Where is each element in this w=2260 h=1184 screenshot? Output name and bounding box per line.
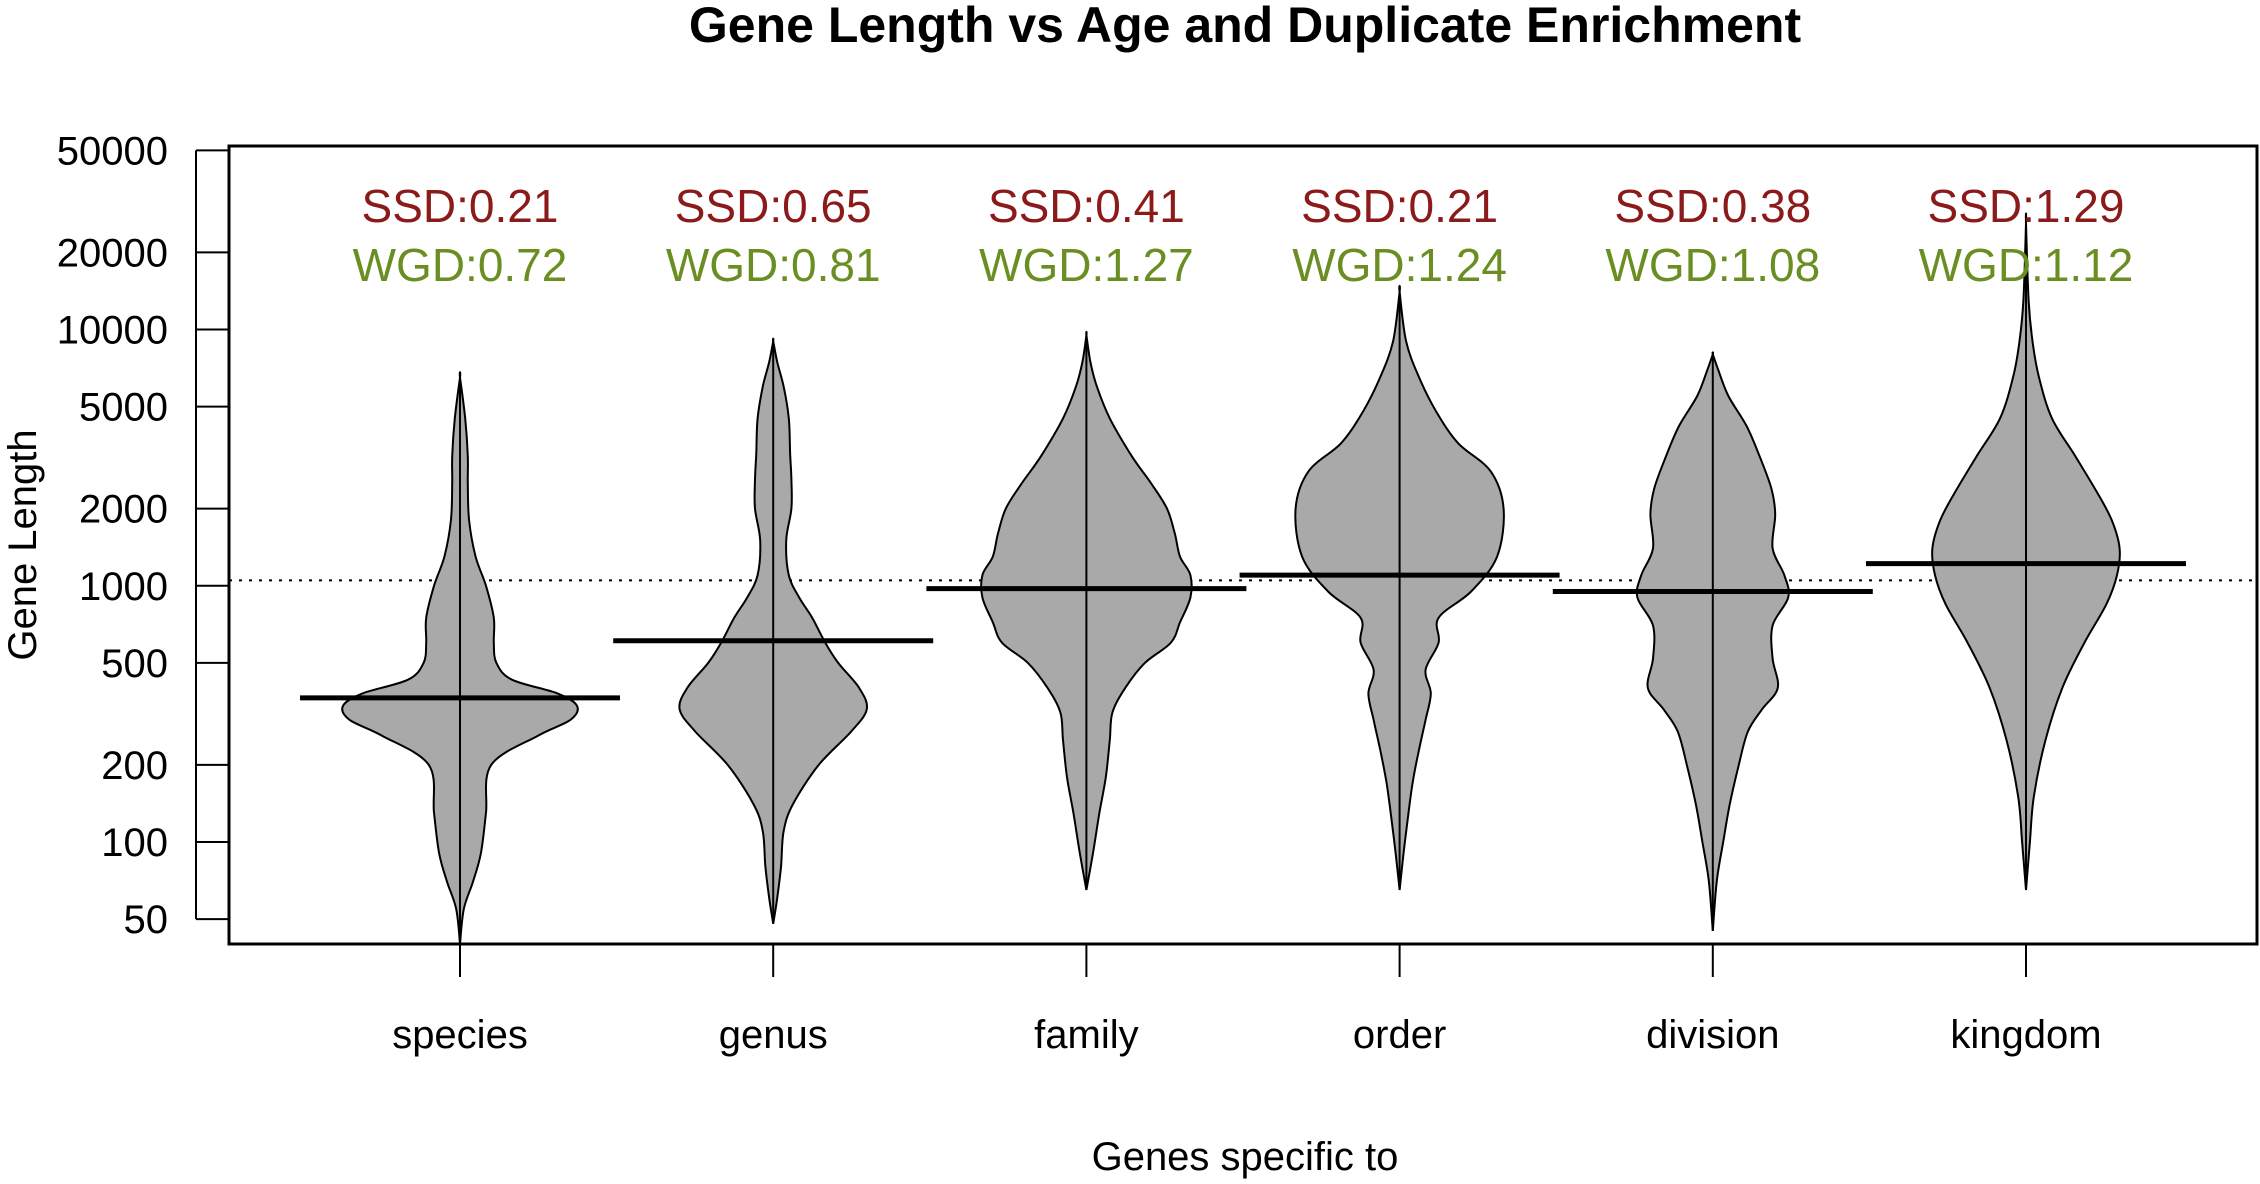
y-tick-label: 5000 xyxy=(79,386,168,430)
y-tick-label: 2000 xyxy=(79,488,168,532)
x-axis-label: Genes specific to xyxy=(1092,1135,1399,1179)
x-tick-label: family xyxy=(1034,1013,1138,1057)
y-axis: 50 100 200 500 1000 2000 5000 10000 20000 50000 xyxy=(57,129,229,942)
chart-title: Gene Length vs Age and Duplicate Enrichm… xyxy=(689,0,1802,53)
ssd-label: SSD:0.21 xyxy=(362,180,559,232)
ssd-label: SSD:0.41 xyxy=(988,180,1185,232)
y-tick-label: 20000 xyxy=(57,231,168,275)
y-tick-label: 200 xyxy=(101,744,168,788)
x-tick-label: kingdom xyxy=(1950,1013,2101,1057)
y-tick-label: 100 xyxy=(101,821,168,865)
wgd-label: WGD:1.27 xyxy=(979,239,1194,291)
y-tick-label: 10000 xyxy=(57,308,168,352)
plot-frame xyxy=(227,144,2259,946)
wgd-label: WGD:1.12 xyxy=(1919,239,2134,291)
violin-layer xyxy=(341,212,2121,945)
x-axis: species genus family order division kingdom xyxy=(392,944,2102,1057)
ssd-label: SSD:0.21 xyxy=(1301,180,1498,232)
x-tick-label: genus xyxy=(719,1013,828,1057)
wgd-label: WGD:0.81 xyxy=(666,239,881,291)
wgd-label: WGD:1.24 xyxy=(1292,239,1507,291)
y-tick-label: 500 xyxy=(101,642,168,686)
wgd-label: WGD:1.08 xyxy=(1605,239,1820,291)
x-tick-label: order xyxy=(1353,1013,1446,1057)
y-tick-label: 50000 xyxy=(57,129,168,173)
y-axis-label: Gene Length xyxy=(1,429,45,660)
wgd-label: WGD:0.72 xyxy=(353,239,568,291)
median-layer xyxy=(300,561,2186,701)
ssd-label: SSD:0.65 xyxy=(675,180,872,232)
ssd-label: SSD:1.29 xyxy=(1928,180,2125,232)
y-tick-label: 50 xyxy=(124,898,169,942)
x-tick-label: species xyxy=(392,1013,528,1057)
y-tick-label: 1000 xyxy=(79,565,168,609)
annotation-layer: SSD:0.21 WGD:0.72 SSD:0.65 WGD:0.81 SSD:0.41… xyxy=(353,180,2134,291)
ssd-label: SSD:0.38 xyxy=(1614,180,1811,232)
x-tick-label: division xyxy=(1646,1013,1779,1057)
